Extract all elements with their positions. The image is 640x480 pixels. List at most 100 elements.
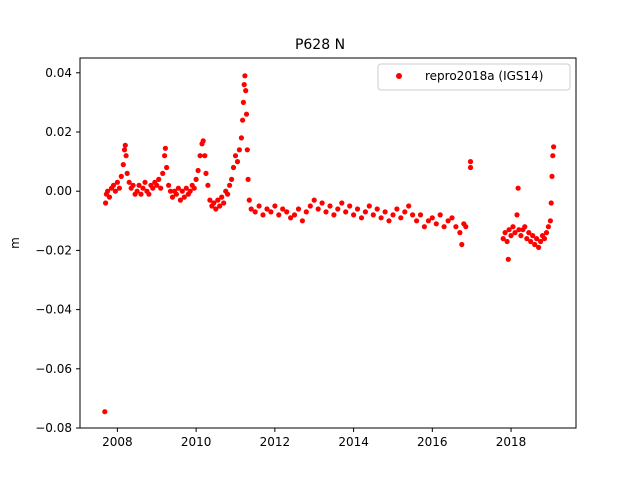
- data-point: [102, 409, 108, 415]
- data-point: [534, 236, 540, 242]
- data-point: [229, 176, 235, 182]
- data-point: [374, 206, 380, 212]
- x-tick-label: 2016: [417, 435, 448, 449]
- x-tick-label: 2012: [260, 435, 291, 449]
- data-point: [347, 203, 353, 209]
- data-point: [437, 212, 443, 218]
- x-tick-label: 2014: [338, 435, 369, 449]
- data-point: [169, 194, 176, 200]
- data-point: [502, 230, 508, 236]
- data-point: [382, 209, 388, 215]
- data-point: [449, 215, 455, 221]
- data-point: [203, 170, 209, 176]
- legend-box: [377, 63, 571, 91]
- x-axis: 2008 2010 2012 2014 2016 2018: [102, 428, 526, 449]
- legend-label: repro2018a (IGS14): [425, 69, 543, 83]
- data-point: [500, 236, 506, 242]
- data-point: [243, 111, 250, 117]
- data-point: [433, 221, 439, 227]
- data-point: [268, 209, 274, 215]
- data-point: [202, 153, 208, 159]
- data-point: [124, 170, 130, 176]
- data-point: [162, 145, 168, 151]
- data-point: [311, 197, 317, 203]
- data-point: [217, 203, 223, 209]
- data-point: [280, 206, 286, 212]
- data-point: [142, 179, 148, 185]
- plot-frame: [79, 57, 577, 429]
- data-point: [343, 209, 349, 215]
- data-point: [243, 88, 249, 94]
- data-point: [136, 182, 142, 188]
- data-point: [162, 153, 168, 159]
- data-point: [103, 200, 109, 206]
- data-point: [116, 185, 122, 191]
- x-tick-label: 2010: [181, 435, 212, 449]
- data-point: [236, 147, 242, 153]
- legend: repro2018a (IGS14): [377, 63, 571, 91]
- data-point: [114, 179, 120, 185]
- data-point: [179, 188, 185, 194]
- data-point: [299, 218, 305, 224]
- data-point: [248, 206, 254, 212]
- data-point: [366, 203, 372, 209]
- data-point: [232, 153, 239, 159]
- data-point: [120, 162, 126, 168]
- data-point: [140, 185, 146, 191]
- y-axis-label: m: [8, 237, 22, 249]
- data-point: [390, 212, 396, 218]
- data-point: [213, 206, 219, 212]
- data-point: [459, 241, 465, 248]
- data-point: [288, 215, 294, 221]
- data-point: [291, 212, 298, 218]
- data-point: [264, 206, 270, 212]
- data-point: [158, 185, 164, 191]
- data-point: [225, 191, 231, 197]
- data-point: [512, 230, 518, 236]
- data-point: [230, 164, 237, 171]
- data-point: [272, 203, 278, 209]
- data-point: [138, 191, 144, 197]
- data-point: [246, 197, 252, 203]
- x-tick-label: 2018: [496, 435, 527, 449]
- data-point: [150, 185, 156, 191]
- data-point: [112, 188, 118, 194]
- data-point: [227, 182, 233, 188]
- y-tick-label: −0.06: [35, 362, 72, 376]
- data-point: [522, 224, 528, 230]
- data-point: [121, 147, 128, 153]
- data-point: [219, 194, 225, 200]
- data-point: [516, 227, 522, 233]
- data-point: [197, 153, 203, 159]
- data-point: [550, 153, 556, 159]
- data-point: [118, 173, 124, 179]
- y-tick-label: 0.02: [45, 125, 72, 139]
- data-point: [548, 200, 554, 206]
- data-point: [319, 200, 325, 206]
- data-point: [339, 200, 345, 206]
- data-point: [307, 203, 313, 209]
- data-point: [234, 159, 241, 165]
- data-point: [506, 227, 512, 233]
- data-point: [518, 233, 524, 239]
- data-point: [177, 197, 183, 203]
- y-tick-label: 0.00: [45, 184, 72, 198]
- data-point: [284, 209, 290, 215]
- data-point: [123, 153, 129, 159]
- data-point: [110, 182, 117, 188]
- data-point: [221, 200, 227, 206]
- data-point: [386, 218, 392, 224]
- data-point: [526, 230, 532, 236]
- data-point: [167, 188, 174, 194]
- data-point: [256, 203, 262, 209]
- data-point: [245, 176, 251, 182]
- data-point: [244, 147, 250, 153]
- data-point: [323, 209, 329, 215]
- data-point: [547, 218, 554, 224]
- data-point: [536, 244, 542, 250]
- y-tick-label: −0.04: [35, 303, 72, 317]
- data-point: [238, 135, 244, 141]
- data-point: [134, 188, 140, 194]
- data-point: [398, 215, 404, 221]
